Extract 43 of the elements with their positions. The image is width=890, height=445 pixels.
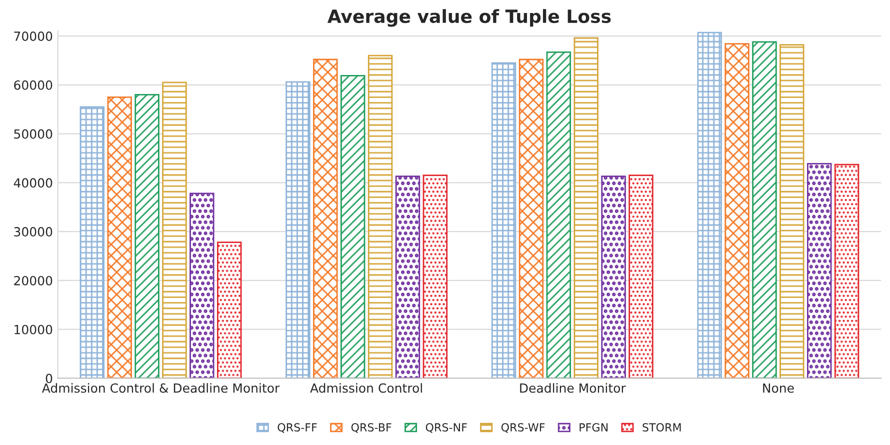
x-tick-label: None bbox=[763, 383, 794, 393]
bar bbox=[518, 58, 544, 378]
bar bbox=[80, 106, 105, 378]
y-tick-label: 40000 bbox=[14, 178, 52, 188]
x-tick-label: Admission Control & Deadline Monitor bbox=[42, 383, 280, 393]
y-tick-label: 60000 bbox=[14, 80, 52, 90]
bar bbox=[491, 62, 516, 378]
legend-label: QRS-FF bbox=[278, 423, 317, 433]
bar bbox=[107, 96, 132, 378]
y-tick-label: 20000 bbox=[14, 276, 52, 286]
y-tick-label: 30000 bbox=[14, 227, 52, 237]
bar bbox=[422, 174, 448, 378]
bar bbox=[697, 32, 722, 378]
bar bbox=[574, 37, 598, 378]
bar bbox=[313, 58, 338, 378]
y-tick-label: 50000 bbox=[14, 129, 52, 139]
bar bbox=[162, 82, 187, 378]
y-tick-label: 0 bbox=[46, 374, 52, 384]
x-tick-label: Deadline Monitor bbox=[520, 383, 626, 393]
bar bbox=[724, 43, 750, 378]
legend-label: QRS-NF bbox=[426, 423, 467, 433]
bar bbox=[628, 174, 654, 378]
bar bbox=[601, 176, 626, 378]
x-tick-label: Admission Control bbox=[310, 383, 422, 393]
bar bbox=[217, 242, 242, 378]
bar bbox=[752, 41, 777, 378]
bar bbox=[190, 192, 214, 378]
bar bbox=[780, 44, 804, 378]
chart-title: Average value of Tuple Loss bbox=[327, 9, 611, 27]
legend-label: QRS-BF bbox=[351, 423, 392, 433]
y-tick-label: 70000 bbox=[14, 32, 52, 41]
bar bbox=[395, 176, 420, 378]
bar bbox=[807, 162, 832, 378]
legend-label: STORM bbox=[642, 423, 681, 432]
bar bbox=[134, 94, 160, 378]
legend-label: QRS-WF bbox=[501, 423, 545, 433]
bar bbox=[834, 164, 860, 378]
bar bbox=[286, 81, 310, 378]
bar bbox=[340, 74, 366, 378]
bar bbox=[546, 51, 572, 378]
legend-label: PFGN bbox=[580, 423, 608, 432]
bar bbox=[368, 54, 393, 378]
y-tick-label: 10000 bbox=[14, 324, 52, 334]
